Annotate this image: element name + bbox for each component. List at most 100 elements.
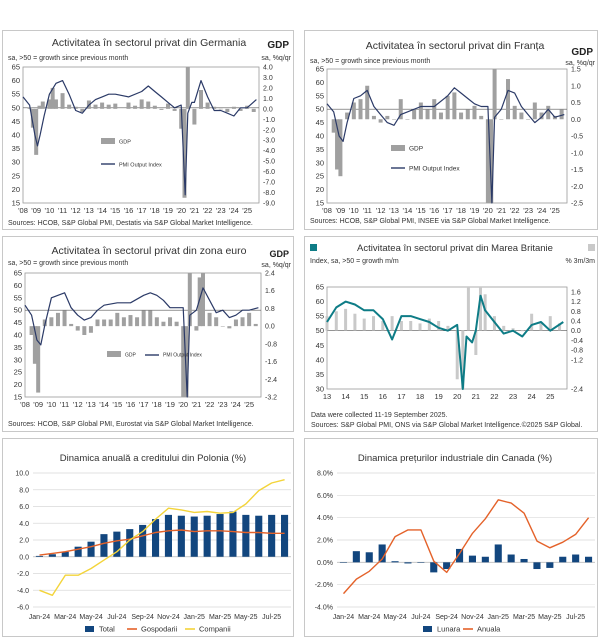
gdp-bar xyxy=(100,102,105,109)
y-left-tick-label: 15 xyxy=(14,393,22,402)
gdp-bar xyxy=(49,317,54,327)
bar-lunara xyxy=(585,556,593,563)
gdp-bar xyxy=(218,108,223,110)
gdp-bar xyxy=(253,323,258,327)
bar-lunara xyxy=(404,562,412,564)
y-left-tick-label: 50 xyxy=(316,105,324,114)
x-tick-label: '25 xyxy=(550,206,560,215)
bar-lunara xyxy=(481,556,489,563)
gdp-bar xyxy=(539,112,544,120)
gdp-bar xyxy=(483,294,487,331)
gdp-bar xyxy=(512,105,517,120)
source-note: Sources: HCOB, S&P Global PMI, INSEE via… xyxy=(310,218,551,225)
uk-chart: Activitatea în sectorul privat din Marea… xyxy=(310,243,595,429)
gdp-bar xyxy=(412,109,417,120)
gdp-bar xyxy=(390,316,394,331)
corner-label: GDP xyxy=(267,40,289,51)
legend-label-gdp: GDP xyxy=(409,146,423,153)
chart-panel-eurozone: Activitatea în sectorul privat din zona … xyxy=(2,236,294,432)
x-tick-label: Jan-24 xyxy=(333,614,355,621)
y-left-tick-label: 60 xyxy=(316,78,324,87)
bar-total xyxy=(255,515,263,557)
bar-total xyxy=(164,514,172,557)
x-tick-label: '19 xyxy=(163,206,173,215)
legend-swatch-gdp xyxy=(391,145,405,151)
y-left-tick-label: 65 xyxy=(12,63,20,72)
gdp-bar xyxy=(445,95,450,120)
bar-total xyxy=(190,516,198,557)
gdp-bar xyxy=(231,106,236,109)
gdp-bar xyxy=(32,326,37,364)
legend-label-lunara: Lunara xyxy=(437,625,461,634)
gdp-bar xyxy=(351,102,356,120)
source-note: Sources: HCOB, S&P Global PMI, Eurostat … xyxy=(8,421,254,428)
gdp-bar xyxy=(36,326,41,393)
gdp-bar xyxy=(559,109,564,120)
y-right-tick-label: -2.0 xyxy=(263,127,275,134)
x-tick-label: '09 xyxy=(336,206,346,215)
gdp-bar xyxy=(212,106,217,109)
y-left-tick-label: 20 xyxy=(12,185,20,194)
gdp-bar xyxy=(166,103,171,109)
gdp-bar xyxy=(437,321,441,331)
y-tick-label: -2.0% xyxy=(315,582,333,589)
y-tick-label: 6.0% xyxy=(317,493,333,500)
bar-lunara xyxy=(378,544,386,563)
gdp-bar xyxy=(50,87,55,109)
legend-label-pmi: PMI Output Index xyxy=(163,353,202,359)
x-tick-label: '21 xyxy=(192,400,202,409)
x-tick-label: 13 xyxy=(323,392,331,401)
gdp-bar xyxy=(126,102,131,109)
gdp-bar xyxy=(418,102,423,120)
y-left-tick-label: 25 xyxy=(12,171,20,180)
y-left-tick-label: 15 xyxy=(316,199,324,208)
gdp-bar xyxy=(405,119,410,120)
legend-swatch-gdp xyxy=(101,138,115,144)
gdp-bar xyxy=(474,330,478,355)
bar-total xyxy=(268,514,276,557)
pmi-output-line xyxy=(24,287,259,398)
x-tick-label: Jul-24 xyxy=(107,614,126,621)
x-tick-label: '19 xyxy=(165,400,175,409)
legend-swatch-lunara xyxy=(423,626,432,632)
x-tick-label: '22 xyxy=(205,400,215,409)
y-left-tick-label: 20 xyxy=(14,380,22,389)
legend-swatch-gdp xyxy=(107,351,121,357)
y-right-tick-label: -2.4 xyxy=(571,387,583,394)
x-tick-label: '13 xyxy=(389,206,399,215)
x-tick-label: '12 xyxy=(73,400,83,409)
y-right-tick-label: 1.6 xyxy=(265,288,275,295)
y-left-tick-label: 40 xyxy=(316,355,324,364)
x-tick-label: '23 xyxy=(218,400,228,409)
gdp-bar xyxy=(438,112,443,120)
y-tick-label: 10.0 xyxy=(15,471,29,478)
gdp-bar xyxy=(192,108,197,125)
legend-label-gdp: GDP xyxy=(119,140,131,146)
legend-label-pmi: PMI Output Index xyxy=(119,163,162,169)
source-note: Sources: S&P Global PMI, ONS via S&P Glo… xyxy=(311,421,582,429)
y-right-tick-label: -7.0 xyxy=(263,180,275,187)
plot-frame xyxy=(326,68,568,204)
chart-panel-uk: Activitatea în sectorul privat din Marea… xyxy=(304,236,598,432)
plot-frame xyxy=(24,272,262,398)
x-tick-label: 16 xyxy=(379,392,387,401)
france-chart: Activitatea în sectorul privat din Franț… xyxy=(310,40,596,225)
x-tick-label: 15 xyxy=(360,392,368,401)
y-right-tick-label: 0.0 xyxy=(571,328,581,335)
gdp-bar xyxy=(34,108,39,155)
right-axis-note: sa, %q/qr xyxy=(565,60,595,67)
y-right-tick-label: -1.6 xyxy=(265,359,277,366)
gdp-bar xyxy=(108,319,113,327)
legend-label-gospodarii: Gospodarii xyxy=(141,625,178,634)
x-tick-label: 22 xyxy=(490,392,498,401)
x-tick-label: '13 xyxy=(84,206,94,215)
y-tick-label: 8.0 xyxy=(19,487,29,494)
gdp-bar xyxy=(502,325,506,331)
pmi-output-line xyxy=(326,294,564,390)
gdp-bar xyxy=(161,321,166,327)
right-axis-note: sa, %q/qr xyxy=(261,55,291,62)
gdp-bar xyxy=(30,108,35,128)
line-gospodarii xyxy=(39,529,285,556)
y-tick-label: -4.0% xyxy=(315,605,333,612)
x-tick-label: '19 xyxy=(470,206,480,215)
